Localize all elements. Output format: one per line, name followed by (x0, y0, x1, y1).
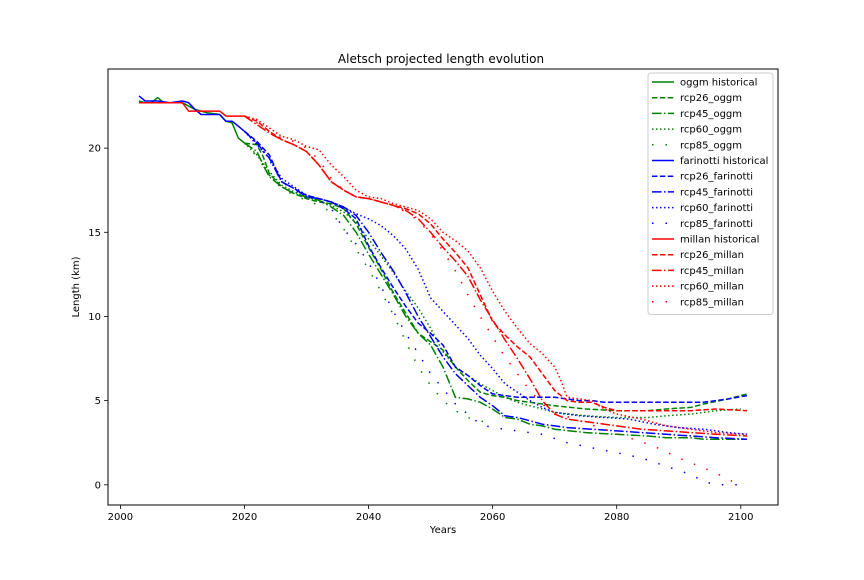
axes-layer: 2000 2020 2040 2060 2080 2100 0 5 10 15 20 (88, 144, 753, 523)
y-tick-label-0: 0 (95, 480, 101, 491)
series-line-5 (138, 95, 245, 132)
plot-frame (107, 68, 779, 506)
legend-label-0: oggm historical (680, 78, 757, 89)
legend-label-1: rcp26_oggm (680, 93, 742, 104)
x-tick-label-2: 2040 (356, 512, 381, 523)
x-tick-label-1: 2020 (232, 512, 257, 523)
x-tick-label-0: 2000 (108, 512, 133, 523)
legend-label-2: rcp45_oggm (680, 109, 742, 120)
legend-label-8: rcp60_farinotti (680, 203, 753, 214)
series-line-14 (244, 115, 742, 486)
series-line-0 (138, 96, 245, 144)
series-line-6 (244, 130, 748, 404)
series-line-8 (243, 130, 748, 436)
legend-label-11: rcp26_millan (680, 250, 744, 261)
chart-title: Aletsch projected length evolution (338, 52, 544, 66)
legend-label-13: rcp60_millan (680, 282, 744, 293)
x-tick-label-4: 2080 (604, 512, 629, 523)
legend-label-9: rcp85_farinotti (680, 219, 753, 230)
y-tick-label-4: 20 (88, 144, 101, 155)
series-layer (138, 95, 748, 486)
y-tick-label-1: 5 (95, 396, 101, 407)
series-line-2 (244, 142, 747, 441)
series-line-12 (244, 115, 748, 437)
series-line-10 (139, 101, 245, 117)
legend-label-4: rcp85_oggm (680, 140, 742, 151)
x-tick-label-5: 2100 (728, 512, 753, 523)
x-axis-label: Years (429, 525, 456, 536)
legend-label-3: rcp60_oggm (680, 125, 742, 136)
y-tick-label-2: 10 (88, 312, 101, 323)
legend-box (647, 72, 774, 315)
legend-label-12: rcp45_millan (680, 266, 744, 277)
legend-label-14: rcp85_millan (680, 297, 744, 308)
legend-label-6: rcp26_farinotti (680, 172, 753, 183)
legend-label-10: millan historical (680, 235, 759, 246)
legend: oggm historical rcp26_oggm rcp45_oggm rcp60… (647, 72, 774, 315)
series-line-7 (243, 130, 748, 441)
legend-label-5: farinotti historical (680, 156, 768, 167)
y-axis-label: Length (km) (71, 256, 82, 317)
y-tick-label-3: 15 (88, 228, 101, 239)
legend-label-7: rcp45_farinotti (680, 187, 753, 198)
x-tick-label-3: 2060 (480, 512, 505, 523)
